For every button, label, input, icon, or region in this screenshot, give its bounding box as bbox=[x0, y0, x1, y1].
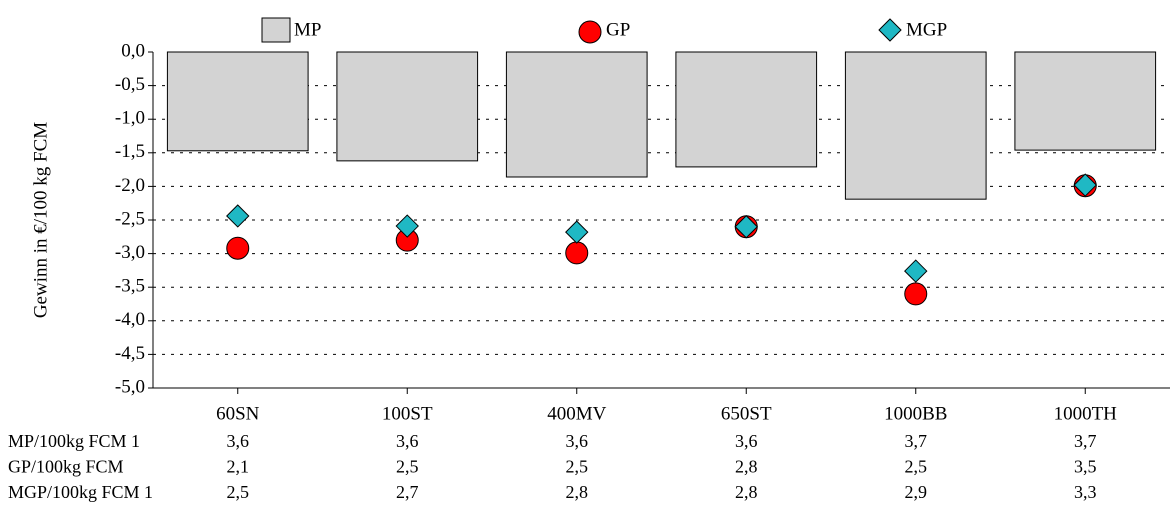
point bbox=[395, 214, 419, 238]
table-cell: 2,9 bbox=[905, 482, 928, 502]
table-cell: 2,8 bbox=[735, 482, 758, 502]
table-cell: 3,3 bbox=[1074, 482, 1097, 502]
table-cell: 3,7 bbox=[1074, 431, 1097, 451]
point bbox=[226, 236, 250, 260]
y-tick-label: -4,5 bbox=[115, 343, 145, 364]
y-tick-label: -3,5 bbox=[115, 276, 145, 297]
table-cell: 3,6 bbox=[396, 431, 419, 451]
point bbox=[565, 241, 589, 265]
y-tick-label: -2,5 bbox=[115, 208, 145, 229]
table-cell: 2,8 bbox=[566, 482, 589, 502]
bar bbox=[844, 51, 987, 200]
point bbox=[904, 282, 928, 306]
x-tick-label: 1000TH bbox=[1054, 403, 1118, 424]
point bbox=[904, 259, 928, 283]
x-tick-label: 60SN bbox=[216, 403, 260, 424]
table-row-label: MP/100kg FCM 1 bbox=[8, 431, 140, 451]
table-cell: 3,7 bbox=[905, 431, 928, 451]
x-tick-label: 650ST bbox=[721, 403, 772, 424]
table-cell: 2,8 bbox=[735, 457, 758, 477]
y-tick-label: -5,0 bbox=[115, 376, 145, 397]
x-tick-label: 1000BB bbox=[884, 403, 947, 424]
bar bbox=[1014, 51, 1157, 151]
table-cell: 2,5 bbox=[227, 482, 250, 502]
table-cell: 2,5 bbox=[905, 457, 928, 477]
y-tick-label: -1,0 bbox=[115, 108, 145, 129]
legend-label: GP bbox=[606, 19, 630, 40]
legend-label: MGP bbox=[906, 19, 947, 40]
y-tick-label: -1,5 bbox=[115, 141, 145, 162]
table-cell: 2,5 bbox=[566, 457, 589, 477]
legend-swatch bbox=[578, 20, 602, 44]
point bbox=[1073, 173, 1097, 197]
table-cell: 2,7 bbox=[396, 482, 419, 502]
x-tick-label: 400MV bbox=[547, 403, 606, 424]
table-cell: 2,1 bbox=[227, 457, 250, 477]
table-cell: 2,5 bbox=[396, 457, 419, 477]
legend-label: MP bbox=[294, 19, 321, 40]
y-axis-label: Gewinn in €/100 kg FCM bbox=[30, 122, 51, 318]
y-tick-label: -2,0 bbox=[115, 175, 145, 196]
point bbox=[226, 204, 250, 228]
point bbox=[565, 220, 589, 244]
y-tick-label: -0,5 bbox=[115, 74, 145, 95]
x-tick-label: 100ST bbox=[382, 403, 433, 424]
table-cell: 3,6 bbox=[566, 431, 589, 451]
y-tick-label: -3,0 bbox=[115, 242, 145, 263]
bar bbox=[505, 51, 648, 178]
table-row-label: MGP/100kg FCM 1 bbox=[8, 482, 153, 502]
table-row-label: GP/100kg FCM bbox=[8, 457, 124, 477]
table-cell: 3,5 bbox=[1074, 457, 1097, 477]
bar bbox=[166, 51, 309, 152]
table-cell: 3,6 bbox=[735, 431, 758, 451]
bar bbox=[336, 51, 479, 162]
legend-swatch bbox=[261, 17, 291, 43]
table-cell: 3,6 bbox=[227, 431, 250, 451]
legend-swatch bbox=[878, 18, 902, 42]
bar bbox=[675, 51, 818, 168]
y-tick-label: -4,0 bbox=[115, 309, 145, 330]
point bbox=[734, 215, 758, 239]
y-tick-label: 0,0 bbox=[121, 40, 145, 61]
